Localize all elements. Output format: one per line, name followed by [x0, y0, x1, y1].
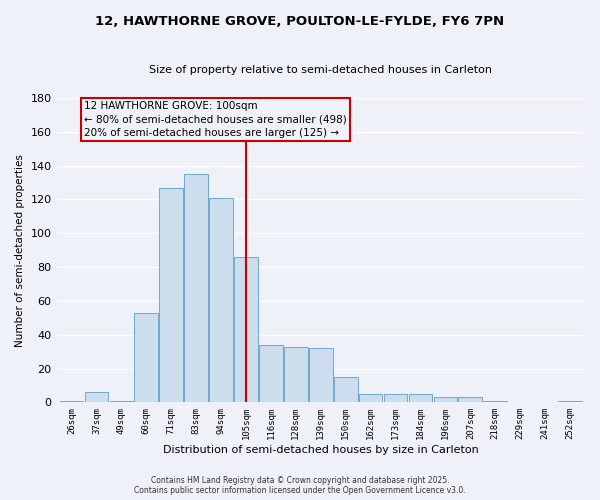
- Bar: [160, 188, 183, 402]
- Bar: [209, 198, 233, 402]
- Bar: [85, 392, 108, 402]
- Bar: [359, 394, 382, 402]
- Bar: [558, 400, 582, 402]
- Bar: [458, 398, 482, 402]
- Bar: [484, 400, 507, 402]
- Bar: [234, 257, 258, 402]
- Bar: [259, 345, 283, 403]
- Bar: [110, 400, 133, 402]
- Text: 12 HAWTHORNE GROVE: 100sqm
← 80% of semi-detached houses are smaller (498)
20% o: 12 HAWTHORNE GROVE: 100sqm ← 80% of semi…: [84, 102, 347, 138]
- Bar: [284, 346, 308, 403]
- Bar: [309, 348, 332, 403]
- Y-axis label: Number of semi-detached properties: Number of semi-detached properties: [15, 154, 25, 346]
- Bar: [409, 394, 433, 402]
- Bar: [184, 174, 208, 402]
- X-axis label: Distribution of semi-detached houses by size in Carleton: Distribution of semi-detached houses by …: [163, 445, 479, 455]
- Text: 12, HAWTHORNE GROVE, POULTON-LE-FYLDE, FY6 7PN: 12, HAWTHORNE GROVE, POULTON-LE-FYLDE, F…: [95, 15, 505, 28]
- Bar: [59, 400, 83, 402]
- Bar: [334, 377, 358, 402]
- Bar: [134, 312, 158, 402]
- Bar: [384, 394, 407, 402]
- Title: Size of property relative to semi-detached houses in Carleton: Size of property relative to semi-detach…: [149, 65, 492, 75]
- Text: Contains HM Land Registry data © Crown copyright and database right 2025.
Contai: Contains HM Land Registry data © Crown c…: [134, 476, 466, 495]
- Bar: [434, 398, 457, 402]
